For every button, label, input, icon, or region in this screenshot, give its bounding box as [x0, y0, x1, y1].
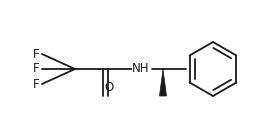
- Text: F: F: [32, 62, 39, 75]
- Text: F: F: [32, 47, 39, 60]
- Text: NH: NH: [132, 62, 150, 75]
- Text: F: F: [32, 77, 39, 90]
- Text: O: O: [104, 81, 114, 94]
- Polygon shape: [160, 69, 167, 96]
